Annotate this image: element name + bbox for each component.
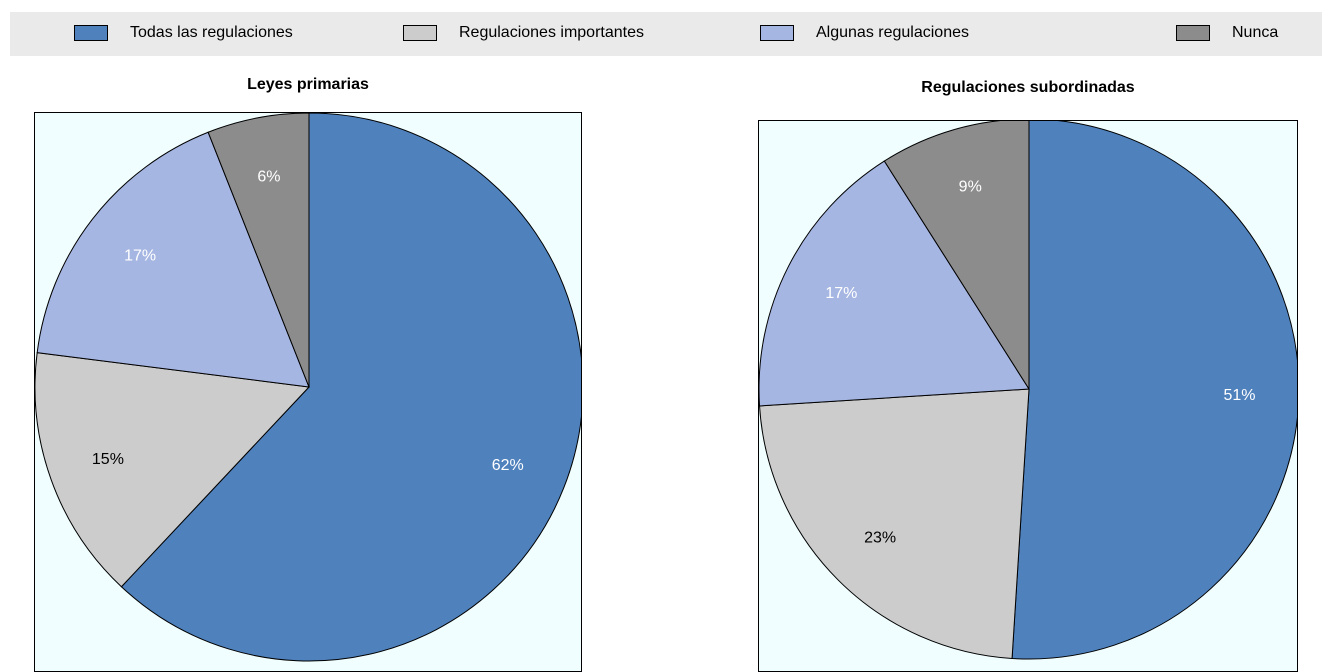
legend-label-importantes: Regulaciones importantes <box>459 24 644 41</box>
legend-item-importantes: Regulaciones importantes <box>403 22 644 44</box>
pie-slice-todas <box>120 113 581 662</box>
pie-label-nunca: 9% <box>959 178 982 195</box>
pie-svg-regulaciones-subordinadas: 51% 23% 17% 9% <box>759 121 1297 660</box>
legend-swatch-todas <box>74 25 108 41</box>
pie-label-algunas: 17% <box>825 285 857 302</box>
pie-label-nunca: 6% <box>257 169 280 186</box>
pie-label-algunas: 17% <box>124 248 156 265</box>
legend-swatch-algunas <box>760 25 794 41</box>
legend-swatch-nunca <box>1176 25 1210 41</box>
pie-chart-leyes-primarias: 62% 15% 17% 6% <box>34 112 582 672</box>
pie-svg-leyes-primarias: 62% 15% 17% 6% <box>35 113 581 662</box>
pie-label-todas: 51% <box>1223 387 1255 404</box>
pie-label-importantes: 23% <box>864 529 896 546</box>
chart-legend: Todas las regulaciones Regulaciones impo… <box>10 12 1322 56</box>
pie-slice-nunca <box>207 113 310 388</box>
chart-title-regulaciones-subordinadas: Regulaciones subordinadas <box>921 79 1135 96</box>
pie-label-todas: 62% <box>492 457 524 474</box>
pie-slice-todas <box>1011 121 1297 660</box>
legend-label-nunca: Nunca <box>1232 24 1279 41</box>
legend-label-algunas: Algunas regulaciones <box>816 24 969 41</box>
pie-slice-importantes <box>35 352 311 588</box>
legend-item-nunca: Nunca <box>1176 22 1278 44</box>
pie-slice-nunca <box>883 121 1030 391</box>
legend-label-todas: Todas las regulaciones <box>130 24 293 41</box>
legend-item-todas: Todas las regulaciones <box>74 22 293 44</box>
pie-slice-algunas <box>36 131 310 388</box>
pie-slice-importantes <box>759 388 1030 660</box>
pie-label-importantes: 15% <box>92 451 124 468</box>
chart-title-leyes-primarias: Leyes primarias <box>247 76 369 93</box>
legend-swatch-importantes <box>403 25 437 41</box>
pie-slice-algunas <box>759 160 1030 407</box>
legend-item-algunas: Algunas regulaciones <box>760 22 969 44</box>
pie-chart-regulaciones-subordinadas: 51% 23% 17% 9% <box>758 120 1298 672</box>
